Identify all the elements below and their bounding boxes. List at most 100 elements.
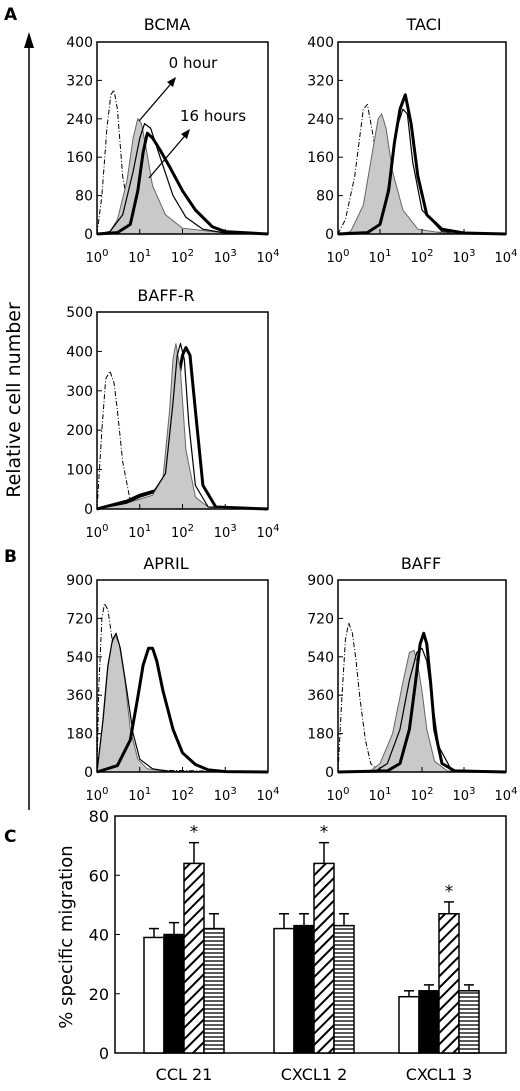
y-tick-label: 0	[84, 227, 93, 243]
x-tick-label: 103	[453, 248, 476, 266]
y-tick-label: 240	[66, 112, 93, 128]
chart-title: BAFF	[401, 554, 441, 573]
x-tick-label: 102	[171, 786, 194, 804]
bar-diagonal	[183, 862, 205, 1054]
x-tick-label: 102	[171, 248, 194, 266]
x-tick-label: 100	[86, 248, 109, 266]
y-tick-label: 300	[66, 384, 93, 400]
y-tick-label: 0	[84, 765, 93, 781]
y-tick-label: 80	[89, 807, 109, 826]
x-tick-label: 104	[257, 523, 280, 541]
shared-y-arrowhead	[24, 32, 34, 48]
y-tick-label: 0	[99, 1044, 109, 1063]
significance-mark: *	[320, 823, 329, 843]
chart-baff-r: BAFF-R 0 100 200 300 400 500 100 101 102 103 104	[66, 286, 279, 541]
x-tick-label: 104	[257, 248, 280, 266]
chart-title: TACI	[405, 15, 441, 34]
category-label: CCL 21	[156, 1065, 213, 1084]
panel-label-c: C	[4, 827, 16, 847]
y-tick-label: 80	[316, 189, 334, 205]
bar-black	[163, 933, 185, 1054]
y-tick-label: 360	[66, 688, 93, 704]
histogram-series-thin	[96, 122, 269, 235]
y-tick-label: 60	[89, 866, 109, 885]
chart-title: BCMA	[144, 15, 191, 34]
histogram-series-filled	[337, 649, 507, 773]
category-label: CXCL1 3	[406, 1065, 473, 1084]
x-tick-label: 104	[495, 248, 518, 266]
panel-label-a: A	[4, 5, 18, 25]
category-label: CXCL1 2	[281, 1065, 348, 1084]
x-tick-label: 104	[495, 786, 518, 804]
y-tick-label: 160	[307, 150, 334, 166]
x-tick-label: 101	[128, 523, 151, 541]
bar-white	[143, 936, 165, 1054]
bar-horizontal	[458, 990, 480, 1054]
chart-title: APRIL	[143, 554, 188, 573]
x-tick-label: 102	[411, 248, 434, 266]
histogram-series-thick	[337, 631, 507, 774]
y-axis-label: % specific migration	[56, 845, 77, 1028]
y-tick-label: 400	[307, 35, 334, 51]
annotation-0-hour: 0 hour	[169, 54, 219, 72]
y-tick-label: 900	[307, 573, 334, 589]
histogram-series-dashdot	[96, 370, 269, 510]
y-tick-label: 40	[89, 926, 109, 945]
y-tick-label: 80	[75, 189, 93, 205]
x-tick-label: 103	[214, 523, 237, 541]
y-tick-label: 0	[84, 502, 93, 518]
x-tick-label: 102	[411, 786, 434, 804]
histogram-series-filled	[96, 343, 269, 510]
chart-title: BAFF-R	[137, 286, 194, 305]
y-tick-label: 200	[66, 423, 93, 439]
y-tick-label: 100	[66, 463, 93, 479]
x-tick-label: 103	[214, 786, 237, 804]
histogram-series-thick	[96, 346, 269, 511]
y-tick-label: 540	[66, 650, 93, 666]
x-tick-label: 103	[453, 786, 476, 804]
y-tick-label: 540	[307, 650, 334, 666]
histogram-series-thin	[96, 632, 269, 773]
y-tick-label: 400	[66, 344, 93, 360]
significance-mark: *	[190, 823, 199, 843]
bar-horizontal	[333, 924, 355, 1054]
chart-april: APRIL 0 180 360 540 720 900 100 101 102 103 104	[66, 554, 279, 804]
x-tick-label: 100	[86, 786, 109, 804]
x-tick-label: 101	[369, 248, 392, 266]
y-tick-label: 160	[66, 150, 93, 166]
bar-diagonal	[313, 862, 335, 1054]
bar-black	[293, 924, 315, 1054]
histogram-series-filled	[337, 112, 507, 235]
y-tick-label: 500	[66, 305, 93, 321]
y-tick-label: 180	[307, 727, 334, 743]
chart-baff: BAFF 0 180 360 540 720 900 100 101 102 103 104	[307, 554, 517, 804]
x-tick-label: 101	[128, 786, 151, 804]
y-tick-label: 0	[325, 227, 334, 243]
histogram-series-thin	[337, 108, 507, 235]
y-tick-label: 240	[307, 112, 334, 128]
histogram-series-thick	[96, 646, 269, 774]
x-tick-label: 100	[327, 786, 350, 804]
annotation-arrowhead-0-hour	[167, 77, 176, 87]
histogram-series-dashdot	[96, 603, 269, 773]
y-tick-label: 720	[66, 611, 93, 627]
bar-diagonal	[438, 913, 460, 1054]
significance-mark: *	[445, 882, 454, 902]
annotation-16-hours: 16 hours	[180, 107, 246, 125]
x-tick-label: 100	[327, 248, 350, 266]
x-tick-label: 102	[171, 523, 194, 541]
y-tick-label: 320	[307, 73, 334, 89]
histogram-series-dashdot	[96, 89, 268, 235]
chart-taci: TACI 0 80 160 240 320 400 100 101 102 103 104	[307, 15, 517, 266]
y-tick-label: 20	[89, 985, 109, 1004]
shared-y-label: Relative cell number	[3, 302, 25, 498]
bar-white	[273, 927, 295, 1054]
y-tick-label: 180	[66, 727, 93, 743]
x-tick-label: 104	[257, 786, 280, 804]
x-tick-label: 103	[214, 248, 237, 266]
annotation-arrow-16-hours	[148, 130, 190, 179]
x-tick-label: 101	[128, 248, 151, 266]
histogram-series-thin	[96, 342, 269, 510]
chart-bcma: BCMA 0 80 160 240 320 400 100 101 102 103 104 0 hour…	[66, 15, 279, 266]
y-tick-label: 720	[307, 611, 334, 627]
